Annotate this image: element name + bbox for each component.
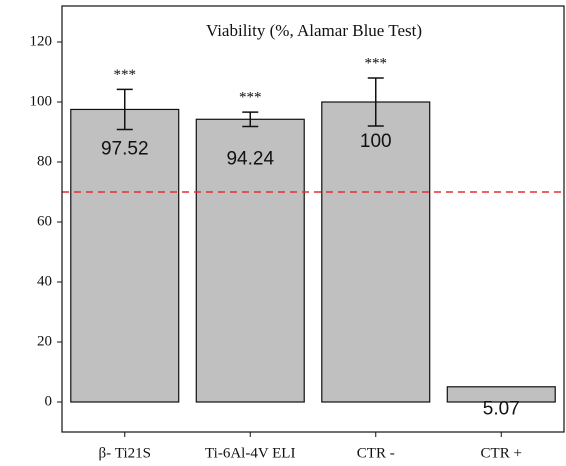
value-label: 100 (360, 131, 392, 152)
bar (70, 108, 180, 403)
annotation: *** (114, 67, 137, 83)
y-tick-label: 120 (30, 33, 53, 49)
annotation: *** (239, 90, 262, 106)
x-tick-label: Ti-6Al-4V ELI (205, 445, 295, 461)
y-tick-label: 40 (37, 273, 52, 289)
x-tick-label: CTR - (357, 445, 395, 461)
chart-title: Viability (%, Alamar Blue Test) (206, 21, 422, 40)
y-tick-label: 60 (37, 213, 52, 229)
value-label: 94.24 (226, 148, 274, 169)
y-tick-label: 100 (30, 93, 53, 109)
annotation: *** (365, 55, 388, 71)
bar (195, 118, 305, 403)
plot-frame (61, 5, 565, 433)
y-tick-label: 20 (37, 333, 52, 349)
y-tick-label: 0 (45, 393, 53, 409)
value-label: 97.52 (101, 138, 149, 159)
y-tick-label: 80 (37, 153, 52, 169)
bar (446, 386, 556, 403)
value-label: 5.07 (483, 398, 520, 419)
x-tick-label: β- Ti21S (98, 445, 151, 461)
x-tick-label: CTR + (481, 445, 522, 461)
bar (321, 101, 431, 403)
